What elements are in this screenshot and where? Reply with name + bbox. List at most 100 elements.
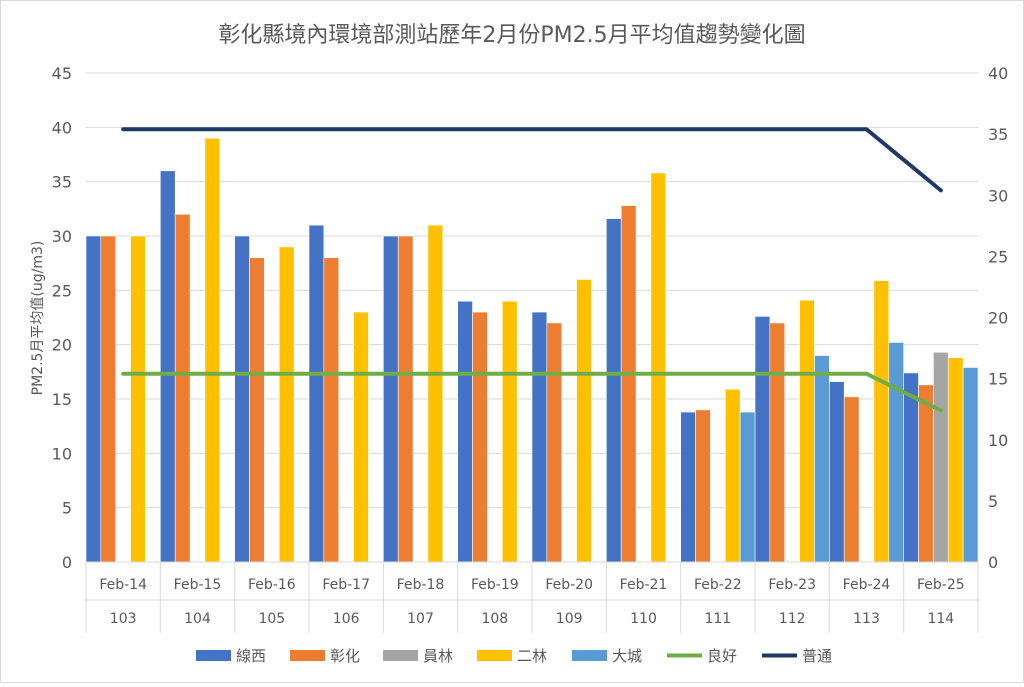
y-tick-label: 45 — [52, 64, 72, 83]
y-axis-left: 0 5 10 15 20 25 30 35 40 45 — [52, 64, 72, 572]
bar-彰化-Feb-23 — [769, 322, 786, 563]
x-group-label: 107 — [407, 611, 434, 627]
legend-swatch-彰化 — [290, 650, 325, 661]
x-group-label: 103 — [110, 611, 137, 627]
bar-大城-Feb-22 — [739, 411, 756, 563]
bar-二林-Feb-17 — [353, 311, 369, 563]
bar-二林-Feb-25 — [947, 357, 964, 563]
bar-線西-Feb-19 — [457, 300, 473, 563]
bar-彰化-Feb-18 — [397, 235, 414, 563]
bar-二林-Feb-21 — [650, 172, 667, 563]
bar-二林-Feb-18 — [427, 224, 444, 563]
x-group-label: 108 — [481, 611, 508, 627]
legend-label-彰化: 彰化 — [330, 647, 360, 665]
bar-線西-Feb-24 — [829, 381, 845, 563]
y2-tick-label: 25 — [988, 247, 1008, 266]
x-axis: Feb-14 103 Feb-15 104 Feb-16 105 Feb-17 106 Feb-… — [85, 561, 979, 633]
bars — [85, 137, 979, 563]
y-tick-label: 10 — [52, 444, 72, 463]
bar-彰化-Feb-17 — [323, 257, 340, 563]
x-tick-label: Feb-22 — [694, 577, 742, 593]
legend-swatch-大城 — [572, 650, 607, 661]
x-group-label: 110 — [630, 611, 657, 627]
x-tick-label: Feb-23 — [768, 577, 816, 593]
x-tick-label: Feb-19 — [471, 577, 519, 593]
bar-二林-Feb-22 — [724, 388, 741, 563]
legend-label-普通: 普通 — [802, 647, 832, 665]
y2-tick-label: 35 — [988, 125, 1008, 144]
x-tick-label: Feb-24 — [843, 577, 891, 593]
chart-title: 彰化縣境內環境部測站歷年2月份PM2.5月平均值趨勢變化圖 — [218, 23, 805, 48]
x-tick-label: Feb-20 — [545, 577, 593, 593]
bar-二林-Feb-19 — [501, 300, 518, 563]
y-axis-right: 0 5 10 15 20 25 30 35 40 — [988, 64, 1008, 572]
y2-tick-label: 5 — [988, 492, 998, 511]
bar-彰化-Feb-16 — [249, 257, 265, 563]
bar-彰化-Feb-25 — [918, 384, 934, 563]
bar-線西-Feb-22 — [680, 411, 696, 563]
y-tick-label: 40 — [52, 118, 72, 137]
bar-二林-Feb-23 — [799, 299, 815, 563]
bar-線西-Feb-20 — [531, 311, 548, 563]
x-tick-label: Feb-17 — [322, 577, 370, 593]
bar-線西-Feb-21 — [606, 218, 622, 563]
legend-swatch-員林 — [383, 650, 418, 661]
lines — [121, 127, 943, 413]
bar-線西-Feb-23 — [754, 316, 771, 563]
bar-員林-Feb-25 — [933, 351, 949, 563]
x-group-label: 112 — [779, 611, 806, 627]
y2-tick-label: 10 — [988, 431, 1008, 450]
y2-tick-label: 0 — [988, 553, 998, 572]
bar-彰化-Feb-22 — [695, 409, 711, 563]
x-tick-label: Feb-14 — [99, 577, 147, 593]
bar-彰化-Feb-15 — [174, 213, 191, 563]
x-group-label: 104 — [184, 611, 211, 627]
line-普通 — [121, 127, 943, 193]
line-良好 — [121, 371, 943, 413]
y-tick-label: 15 — [52, 390, 72, 409]
y2-tick-label: 30 — [988, 186, 1008, 205]
x-group-label: 114 — [927, 611, 954, 627]
bar-線西-Feb-17 — [308, 224, 325, 563]
x-group-label: 111 — [704, 611, 731, 627]
legend-label-線西: 線西 — [236, 647, 266, 665]
bar-彰化-Feb-19 — [472, 311, 488, 563]
bar-彰化-Feb-14 — [100, 235, 117, 563]
y-axis-title: PM2.5月平均值(ug/m3) — [30, 241, 46, 396]
y2-tick-label: 20 — [988, 309, 1008, 328]
y2-tick-label: 40 — [988, 64, 1008, 83]
bar-大城-Feb-24 — [888, 342, 904, 563]
bar-線西-Feb-16 — [234, 235, 250, 563]
bar-二林-Feb-14 — [130, 235, 146, 563]
bar-線西-Feb-25 — [903, 372, 919, 563]
bar-二林-Feb-20 — [576, 279, 592, 563]
bar-二林-Feb-24 — [873, 280, 890, 563]
legend-swatch-線西 — [196, 650, 231, 661]
bar-彰化-Feb-24 — [843, 396, 860, 563]
x-tick-label: Feb-25 — [917, 577, 965, 593]
bar-大城-Feb-23 — [814, 355, 830, 563]
y-tick-label: 5 — [62, 499, 72, 518]
legend-label-良好: 良好 — [707, 647, 737, 665]
x-group-label: 113 — [853, 611, 880, 627]
x-tick-label: Feb-21 — [620, 577, 668, 593]
x-tick-label: Feb-15 — [174, 577, 222, 593]
bar-線西-Feb-15 — [160, 170, 176, 563]
x-tick-label: Feb-18 — [397, 577, 445, 593]
legend-label-大城: 大城 — [612, 647, 642, 665]
bar-彰化-Feb-21 — [620, 205, 637, 563]
bar-二林-Feb-16 — [278, 246, 295, 563]
x-tick-label: Feb-16 — [248, 577, 296, 593]
y-tick-label: 20 — [52, 336, 72, 355]
y-tick-label: 25 — [52, 281, 72, 300]
x-group-label: 106 — [333, 611, 360, 627]
legend: 線西 彰化 員林 二林 大城 良好 普通 — [196, 647, 832, 665]
y-tick-label: 30 — [52, 227, 72, 246]
bar-線西-Feb-14 — [85, 235, 102, 563]
bar-大城-Feb-25 — [962, 367, 979, 563]
x-group-label: 109 — [556, 611, 583, 627]
legend-label-員林: 員林 — [423, 647, 453, 665]
x-group-label: 105 — [258, 611, 285, 627]
bar-二林-Feb-15 — [204, 137, 221, 563]
